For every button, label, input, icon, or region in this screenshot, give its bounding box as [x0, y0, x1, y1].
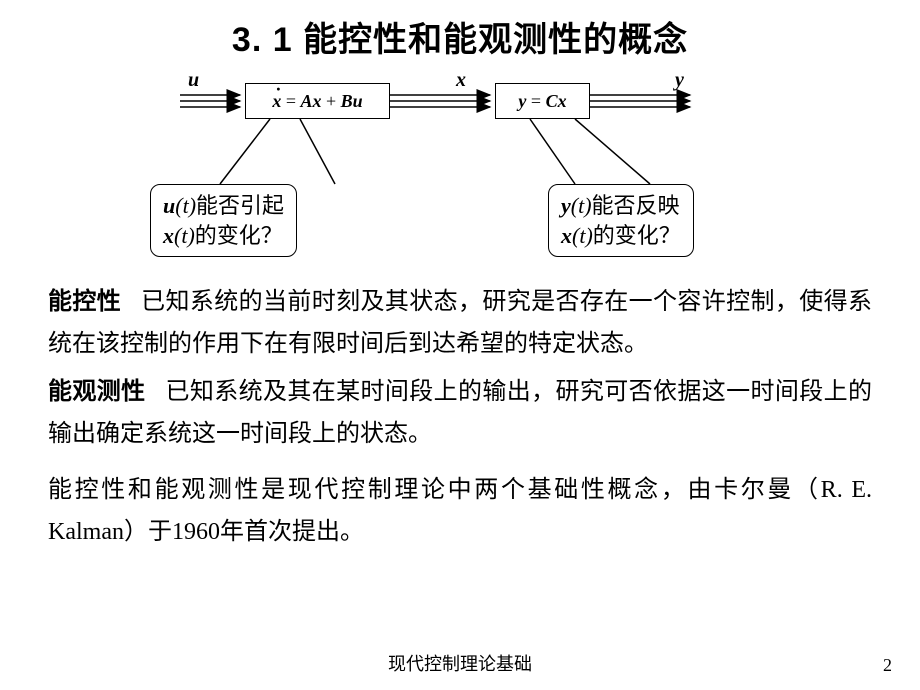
term-controllability: 能控性 [48, 288, 121, 315]
body-text: 能控性已知系统的当前时刻及其状态，研究是否存在一个容许控制，使得系统在该控制的作… [0, 281, 920, 553]
section-title: 3. 1 能控性和能观测性的概念 [0, 0, 920, 61]
page-number: 2 [883, 655, 892, 676]
controllability-callout: u(t)能否引起 x(t)的变化？ [150, 184, 297, 257]
state-equation-block: x = Ax + Bu [245, 83, 390, 119]
block-diagram: u x y x = Ax + Bu y = Cx [180, 69, 740, 269]
output-equation-block: y = Cx [495, 83, 590, 119]
observability-callout: y(t)能否反映 x(t)的变化？ [548, 184, 694, 257]
para-kalman: 能控性和能观测性是现代控制理论中两个基础性概念，由卡尔曼（R. E. Kalma… [48, 469, 872, 553]
term-observability: 能观测性 [48, 378, 146, 405]
para-observability: 能观测性已知系统及其在某时间段上的输出，研究可否依据这一时间段上的输出确定系统这… [48, 371, 872, 455]
footer-text: 现代控制理论基础 [0, 650, 920, 676]
def-observability: 已知系统及其在某时间段上的输出，研究可否依据这一时间段上的输出确定系统这一时间段… [48, 379, 872, 447]
def-controllability: 已知系统的当前时刻及其状态，研究是否存在一个容许控制，使得系统在该控制的作用下在… [48, 289, 872, 357]
para-controllability: 能控性已知系统的当前时刻及其状态，研究是否存在一个容许控制，使得系统在该控制的作… [48, 281, 872, 365]
